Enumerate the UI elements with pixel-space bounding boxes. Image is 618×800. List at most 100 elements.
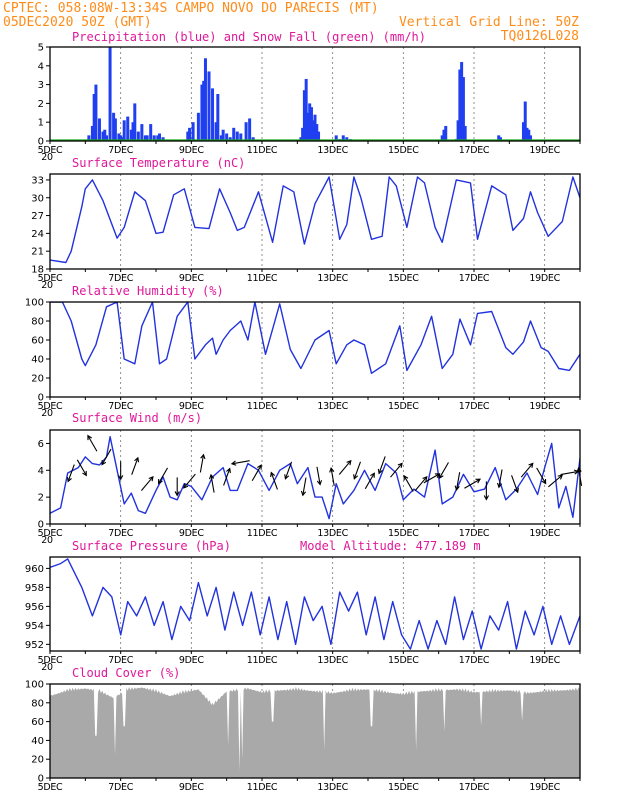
- x-tick-label: 13DEC: [317, 528, 348, 539]
- y-tick-label: 40: [31, 355, 44, 366]
- wind-arrow-head: [557, 474, 564, 480]
- y-tick-label: 21: [31, 247, 44, 258]
- x-tick-label: 15DEC: [388, 273, 419, 284]
- wind-arrow-head: [226, 467, 231, 474]
- x-tick-label: 7DEC: [108, 528, 133, 539]
- x-tick-label: 17DEC: [459, 782, 490, 793]
- cloud-title: Cloud Cover (%): [72, 666, 180, 680]
- y-tick-label: 30: [31, 193, 44, 204]
- precip-frame: [49, 46, 581, 142]
- precip-bar: [301, 127, 305, 141]
- precip-bar: [461, 77, 465, 141]
- y-tick-label: 60: [31, 717, 44, 728]
- wind-arrow: [438, 462, 449, 479]
- x-tick-label: 19DEC: [529, 782, 560, 793]
- precip-bar: [458, 69, 462, 141]
- header-grid-note: Vertical Grid Line: 50Z: [399, 15, 579, 30]
- wind-arrow: [302, 477, 307, 496]
- precip-bar: [499, 137, 502, 141]
- x-tick-label: 7DEC: [108, 655, 133, 666]
- pres-frame: [49, 556, 581, 652]
- x-tick-label: 9DEC: [179, 782, 204, 793]
- wind-arrow: [423, 473, 440, 484]
- wind-arrow: [210, 474, 215, 493]
- y-tick-label: 24: [31, 229, 44, 240]
- wind-arrow: [455, 472, 461, 490]
- precip-bar: [97, 118, 101, 141]
- precip-bar: [156, 135, 160, 141]
- wind-arrow-head: [300, 490, 307, 497]
- precip-bar: [191, 122, 195, 141]
- wind-arrow-head: [528, 462, 534, 468]
- x-tick-label: 9DEC: [179, 145, 204, 156]
- y-tick-label: 0: [38, 520, 44, 531]
- precip-bar: [202, 80, 206, 141]
- x-year-fragment: 20: [41, 662, 53, 673]
- precip-bar: [225, 133, 229, 141]
- precip-bar: [122, 120, 126, 141]
- precip-bar: [248, 118, 252, 141]
- y-tick-label: 0: [38, 137, 44, 148]
- wind-arrow-head: [82, 470, 87, 477]
- y-tick-label: 6: [38, 439, 44, 450]
- wind-arrow: [548, 474, 563, 488]
- wind-arrow: [403, 475, 414, 492]
- pres-subtitle: Model Altitude: 477.189 m: [300, 539, 481, 553]
- wind-arrow-head: [377, 468, 383, 475]
- precip-bar: [497, 135, 501, 141]
- x-tick-label: 5DEC: [38, 273, 63, 284]
- precip-panel: [46, 46, 581, 144]
- precip-bar: [131, 122, 135, 141]
- wind-arrow-head: [157, 478, 163, 485]
- x-tick-label: 17DEC: [459, 655, 490, 666]
- wind-arrow: [87, 435, 98, 452]
- y-tick-label: 956: [25, 602, 44, 613]
- wind-arrow-head: [403, 474, 409, 481]
- precip-bar: [228, 137, 232, 141]
- x-tick-label: 19DEC: [529, 145, 560, 156]
- y-tick-label: 100: [25, 298, 44, 309]
- precip-bar: [311, 120, 315, 141]
- x-tick-label: 11DEC: [247, 528, 278, 539]
- y-tick-label: 1: [38, 118, 44, 129]
- x-tick-label: 19DEC: [529, 528, 560, 539]
- wind-arrow-head: [316, 480, 323, 486]
- x-tick-label: 15DEC: [388, 528, 419, 539]
- wind-arrow-head: [353, 474, 359, 480]
- wind-panel: [46, 429, 583, 527]
- y-tick-label: 958: [25, 583, 44, 594]
- x-tick-label: 13DEC: [317, 782, 348, 793]
- y-tick-label: 0: [38, 393, 44, 404]
- precip-bar: [525, 127, 529, 141]
- precip-bar: [334, 135, 338, 141]
- y-tick-label: 952: [25, 640, 44, 651]
- x-tick-label: 15DEC: [388, 782, 419, 793]
- precip-bar: [239, 133, 243, 141]
- precip-bar: [203, 58, 207, 141]
- wind-arrow-head: [209, 473, 215, 480]
- wind-arrow-head: [66, 476, 72, 483]
- wind-arrow-head: [454, 485, 460, 492]
- pres-series-line: [50, 558, 580, 650]
- temp-series-line: [50, 176, 580, 264]
- precip-bar: [309, 107, 313, 141]
- y-tick-label: 60: [31, 336, 44, 347]
- wind-arrow-head: [101, 460, 107, 466]
- rh-title: Relative Humidity (%): [72, 284, 224, 298]
- wind-arrow-head: [422, 475, 428, 482]
- y-tick-label: 954: [25, 621, 44, 632]
- wind-arrow: [158, 467, 169, 484]
- precip-bar: [219, 135, 223, 141]
- x-tick-label: 9DEC: [179, 273, 204, 284]
- precip-bar: [232, 127, 236, 141]
- wind-arrow-head: [346, 459, 352, 466]
- header-date: 05DEC2020 50Z (GMT): [3, 15, 152, 30]
- precip-bar: [529, 135, 533, 141]
- cloud-panel: [46, 683, 581, 781]
- wind-arrow-head: [134, 456, 140, 463]
- precip-bar: [317, 131, 321, 141]
- precip-bar: [126, 116, 130, 141]
- precip-bar: [460, 62, 464, 141]
- x-tick-label: 19DEC: [529, 655, 560, 666]
- x-tick-label: 7DEC: [108, 401, 133, 412]
